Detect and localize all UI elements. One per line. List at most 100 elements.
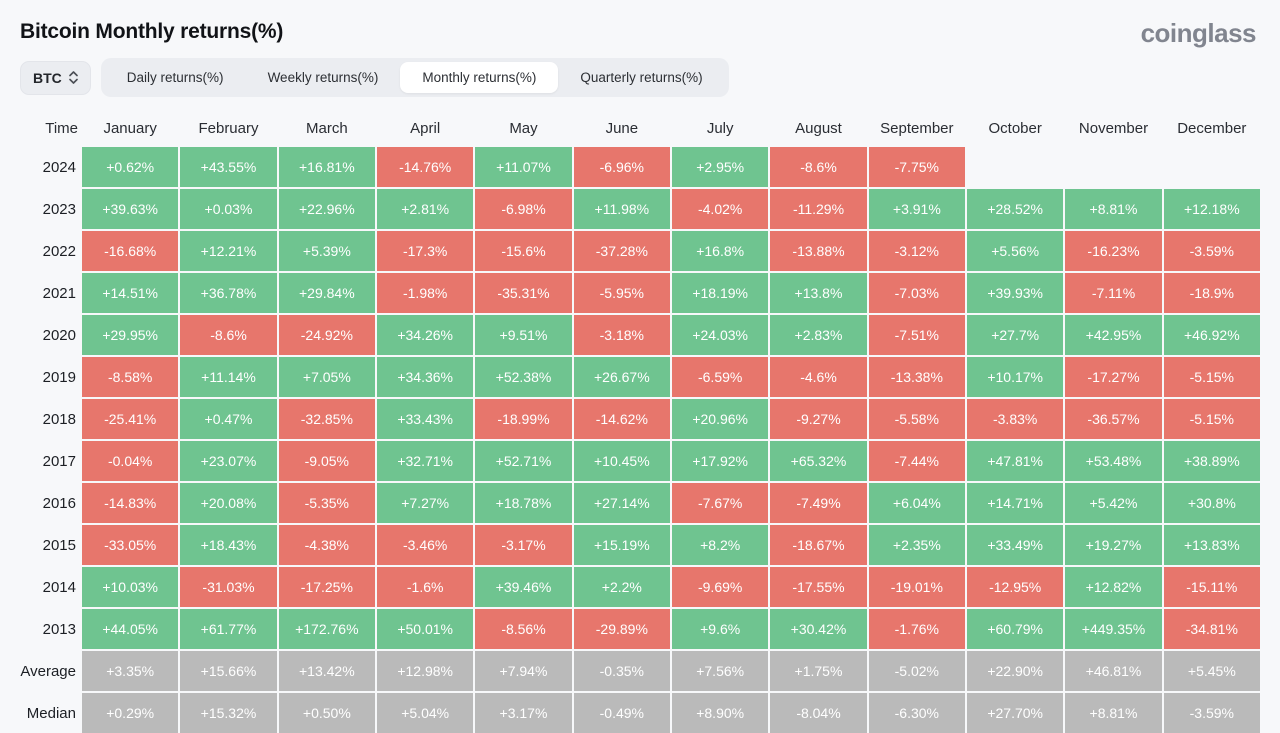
symbol-select[interactable]: BTC bbox=[20, 60, 91, 95]
return-cell: +11.07% bbox=[475, 147, 572, 187]
return-cell: +15.66% bbox=[180, 651, 277, 691]
return-cell: +12.18% bbox=[1163, 189, 1260, 229]
return-cell: +28.52% bbox=[967, 189, 1064, 229]
row-label-2013: 2013 bbox=[42, 620, 76, 638]
return-cell: -19.01% bbox=[868, 567, 965, 607]
return-cell: -4.38% bbox=[278, 525, 375, 565]
row-label-2023: 2023 bbox=[42, 200, 76, 218]
tab-quarterly-returns[interactable]: Quarterly returns(%) bbox=[580, 70, 703, 85]
return-cell: -16.68% bbox=[82, 231, 179, 271]
return-cell: +33.49% bbox=[967, 525, 1064, 565]
return-cell: -25.41% bbox=[82, 399, 179, 439]
return-cell: -1.6% bbox=[377, 567, 474, 607]
return-cell: +50.01% bbox=[377, 609, 474, 649]
return-cell bbox=[1065, 147, 1161, 187]
return-cell: -6.59% bbox=[672, 357, 769, 397]
return-cell: +52.38% bbox=[475, 357, 572, 397]
return-cell: +38.89% bbox=[1163, 441, 1260, 481]
return-cell: +60.79% bbox=[967, 609, 1064, 649]
row-label-2015: 2015 bbox=[42, 536, 76, 554]
return-cell: -14.76% bbox=[377, 147, 474, 187]
return-cell: -14.83% bbox=[82, 483, 179, 523]
return-cell: -7.75% bbox=[868, 147, 965, 187]
return-cell: -24.92% bbox=[278, 315, 375, 355]
return-cell: -16.23% bbox=[1065, 231, 1162, 271]
updown-chevron-icon bbox=[68, 71, 78, 84]
return-cell: +449.35% bbox=[1065, 609, 1162, 649]
return-cell: -7.49% bbox=[770, 483, 867, 523]
return-cell: +3.91% bbox=[868, 189, 965, 229]
return-cell: +12.21% bbox=[180, 231, 277, 271]
return-cell bbox=[1164, 147, 1260, 187]
return-cell: +3.35% bbox=[82, 651, 179, 691]
return-cell: +34.36% bbox=[377, 357, 474, 397]
return-cell: +32.71% bbox=[377, 441, 474, 481]
return-cell: +26.67% bbox=[573, 357, 670, 397]
return-cell: -13.88% bbox=[770, 231, 867, 271]
return-cell: -3.83% bbox=[967, 399, 1064, 439]
return-cell: +18.43% bbox=[180, 525, 277, 565]
column-header-june: June bbox=[605, 119, 639, 137]
return-cell: +8.81% bbox=[1065, 693, 1162, 733]
return-cell: -6.98% bbox=[475, 189, 572, 229]
return-cell: +19.27% bbox=[1065, 525, 1162, 565]
return-cell: +8.81% bbox=[1065, 189, 1162, 229]
return-cell: +10.03% bbox=[82, 567, 179, 607]
tab-weekly-returns[interactable]: Weekly returns(%) bbox=[267, 70, 379, 85]
coinglass-logo: coinglass bbox=[1140, 18, 1257, 48]
return-cell: -8.58% bbox=[82, 357, 179, 397]
return-cell: -5.15% bbox=[1163, 357, 1260, 397]
return-cell: +12.82% bbox=[1065, 567, 1162, 607]
return-cell: -15.6% bbox=[475, 231, 572, 271]
return-cell: +5.45% bbox=[1163, 651, 1260, 691]
return-cell: +39.93% bbox=[967, 273, 1064, 313]
row-label-2017: 2017 bbox=[42, 452, 76, 470]
return-cell: +7.27% bbox=[377, 483, 474, 523]
return-cell: +61.77% bbox=[180, 609, 277, 649]
return-cell: +2.81% bbox=[377, 189, 474, 229]
tab-monthly-returns[interactable]: Monthly returns(%) bbox=[400, 62, 559, 93]
return-cell: +13.83% bbox=[1163, 525, 1260, 565]
return-cell: +33.43% bbox=[377, 399, 474, 439]
row-label-2022: 2022 bbox=[42, 242, 76, 260]
return-cell: -9.69% bbox=[672, 567, 769, 607]
column-header-january: January bbox=[103, 119, 157, 137]
return-cell: -12.95% bbox=[967, 567, 1064, 607]
return-cell: +0.29% bbox=[82, 693, 179, 733]
return-cell: +2.2% bbox=[573, 567, 670, 607]
column-header-time: Time bbox=[45, 119, 78, 137]
return-cell: -1.98% bbox=[377, 273, 474, 313]
column-header-july: July bbox=[706, 119, 734, 137]
tab-daily-returns[interactable]: Daily returns(%) bbox=[126, 70, 224, 85]
return-cell: +17.92% bbox=[672, 441, 769, 481]
return-cell: +39.46% bbox=[475, 567, 572, 607]
monthly-returns-table: Time January February March April May June July… bbox=[20, 111, 1260, 733]
column-header-october: October bbox=[988, 119, 1042, 137]
return-cell: +65.32% bbox=[770, 441, 867, 481]
return-cell: -5.35% bbox=[278, 483, 375, 523]
return-cell: +11.98% bbox=[573, 189, 670, 229]
return-cell: +46.92% bbox=[1163, 315, 1260, 355]
return-cell: +36.78% bbox=[180, 273, 277, 313]
return-cell: +30.8% bbox=[1163, 483, 1260, 523]
return-cell: -17.27% bbox=[1065, 357, 1162, 397]
return-cell: -36.57% bbox=[1065, 399, 1162, 439]
return-cell: -37.28% bbox=[573, 231, 670, 271]
return-cell: +22.90% bbox=[967, 651, 1064, 691]
return-cell: +29.84% bbox=[278, 273, 375, 313]
return-cell: +6.04% bbox=[868, 483, 965, 523]
symbol-select-value: BTC bbox=[33, 69, 62, 86]
column-header-september: September bbox=[880, 119, 954, 137]
column-header-december: December bbox=[1177, 119, 1247, 137]
return-cell: +12.98% bbox=[377, 651, 474, 691]
return-cell: -32.85% bbox=[278, 399, 375, 439]
column-header-february: February bbox=[198, 119, 259, 137]
return-cell: -0.35% bbox=[573, 651, 670, 691]
return-cell: -9.05% bbox=[278, 441, 375, 481]
return-cell: -7.67% bbox=[672, 483, 769, 523]
return-cell: +13.8% bbox=[770, 273, 867, 313]
return-cell: +13.42% bbox=[278, 651, 375, 691]
return-cell: -5.02% bbox=[868, 651, 965, 691]
return-cell: -15.11% bbox=[1163, 567, 1260, 607]
return-cell: -7.44% bbox=[868, 441, 965, 481]
